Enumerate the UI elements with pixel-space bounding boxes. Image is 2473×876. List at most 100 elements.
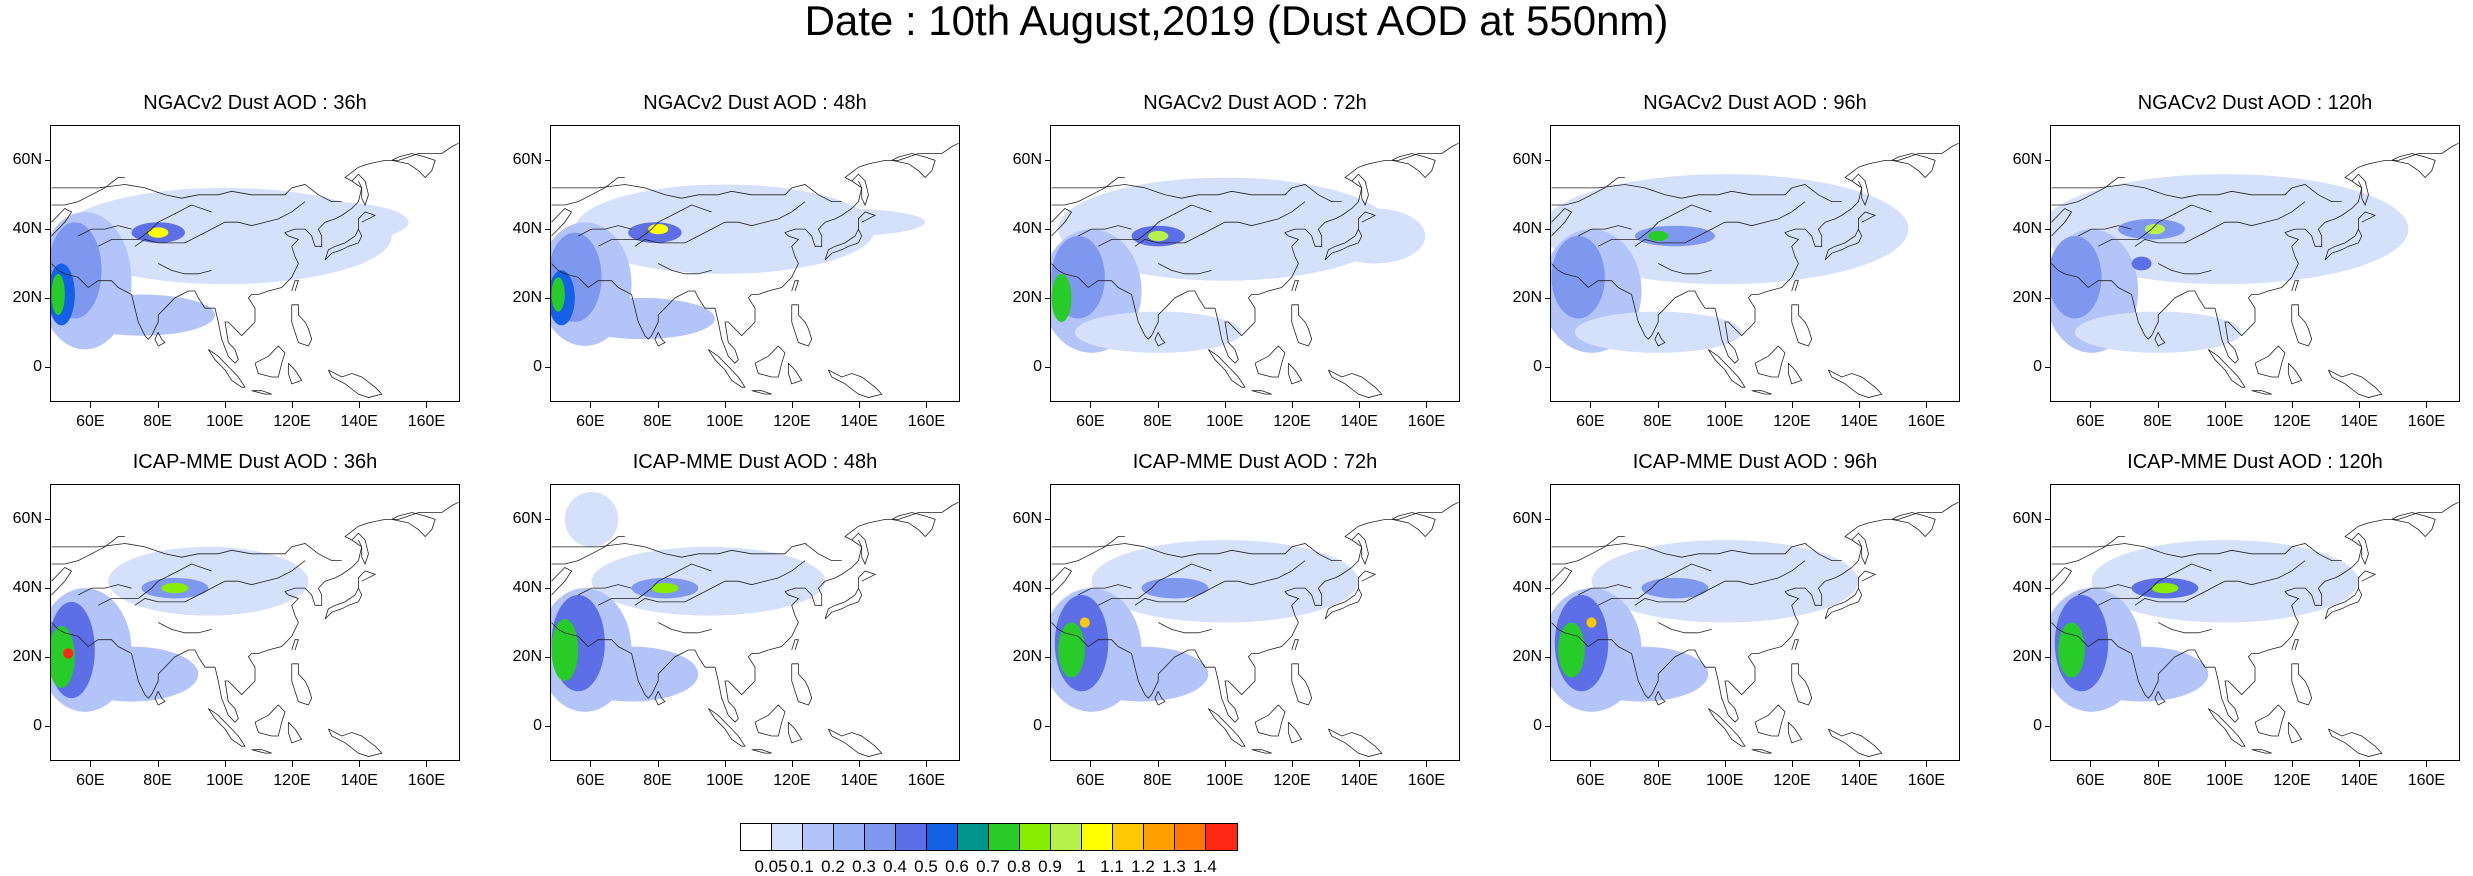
aod-contour [51,273,65,316]
coastline-path [324,211,377,261]
y-tick-label: 20N [1012,648,1042,666]
x-tick-mark [291,761,293,767]
aod-contour [1648,230,1669,242]
coastline-path [328,369,383,398]
x-tick-label: 60E [76,772,105,789]
coastline [1551,142,1959,398]
aod-contour [1641,577,1709,599]
colorbar-label: 0.9 [1038,857,1062,876]
y-tick-mark [2045,657,2050,659]
coastline-path [1891,153,1936,179]
x-tick-label: 120E [2273,772,2311,789]
coastline-path [2208,349,2246,388]
coastline-path [1708,708,1746,747]
y-tick-mark [2045,726,2050,728]
coastline-path [2328,369,2383,398]
y-tick-label: 0 [533,358,542,376]
aod-contour [651,582,679,594]
coastline-path [754,345,786,378]
y-tick-mark [1045,159,1050,161]
y-tick-mark [545,518,550,520]
coastline-path [1291,304,1313,347]
y-tick-mark [1045,518,1050,520]
coastline-path [1254,345,1286,378]
coastline-path [2251,749,2272,754]
coastline-path [1051,543,1342,562]
map-panel [550,484,960,761]
colorbar-box [1020,824,1051,850]
y-tick-label: 20N [1512,289,1542,307]
coastline-path [1324,570,1377,620]
x-tick-label: 140E [840,772,878,789]
coastline-path [78,584,132,596]
coastline-path [1654,332,1666,347]
coastline-path [1251,390,1272,395]
aod-contour [2144,223,2165,235]
coastline-path [828,369,883,398]
colorbar-box [896,824,927,850]
panel-title: ICAP-MME Dust AOD : 96h [1632,451,1878,473]
coastline-path [1597,563,1712,606]
coastline-path [1551,208,1573,237]
coastline-path [251,749,272,754]
coastline-path [2324,570,2377,620]
x-tick-label: 80E [143,772,172,789]
x-tick-mark [1926,761,1928,767]
x-tick-mark [1359,761,1361,767]
coastline-path [1328,369,1383,398]
x-tick-label: 60E [1076,772,1105,789]
coastline-path [1351,173,1369,207]
coastline-path [551,208,573,237]
y-tick-mark [1545,518,1550,520]
coastline-path [597,563,712,606]
y-tick-mark [45,298,50,300]
coastline-path [51,567,73,596]
y-tick-label: 20N [12,289,42,307]
colorbar-label: 0.6 [945,857,969,876]
coastline-path [51,142,459,364]
coastline [51,501,459,757]
coastline-path [2051,208,2073,237]
coastline-path [2251,390,2272,395]
x-tick-mark [1791,761,1793,767]
colorbar-box [1175,824,1206,850]
x-tick-label: 100E [2206,772,2244,789]
coastline-path [291,304,313,347]
y-tick-mark [45,726,50,728]
aod-contour [2051,236,2102,319]
coastline-path [1751,390,1772,395]
coastline-path [791,663,813,706]
x-tick-label: 160E [907,772,946,789]
x-tick-label: 60E [2076,413,2105,430]
y-tick-label: 40N [1012,578,1042,596]
coastline-path [578,225,632,237]
coastline-path [1051,536,1125,565]
y-tick-mark [45,518,50,520]
y-tick-label: 60N [1512,509,1542,527]
y-tick-label: 60N [2012,150,2042,168]
x-tick-label: 160E [1907,772,1946,789]
coastline-path [891,153,936,179]
y-tick-mark [1045,587,1050,589]
x-tick-mark [1224,761,1226,767]
x-tick-mark [2090,402,2092,408]
coastline-path [1851,173,1869,207]
aod-contour [1574,311,1742,353]
y-tick-mark [1545,587,1550,589]
coastline-path [251,390,272,395]
x-tick-label: 140E [1840,772,1878,789]
x-tick-mark [157,761,159,767]
y-tick-mark [45,367,50,369]
coastline-path [658,263,712,275]
x-tick-mark [1724,402,1726,408]
x-tick-mark [1090,402,1092,408]
coastline-path [2051,567,2073,596]
coastline-path [828,728,883,757]
colorbar-box [958,824,989,850]
x-tick-mark [90,761,92,767]
x-tick-mark [590,402,592,408]
coastline-path [51,208,73,237]
y-tick-mark [1545,657,1550,659]
coastline-path [1824,570,1877,620]
y-tick-label: 0 [1533,717,1542,735]
